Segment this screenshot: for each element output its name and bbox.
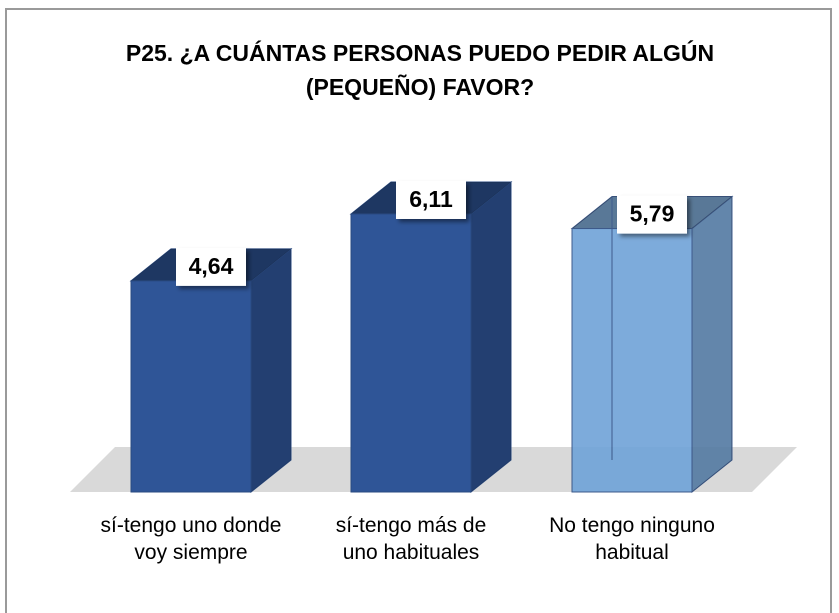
bar [129, 247, 293, 494]
bar-side-shade [692, 196, 732, 492]
bar-front [130, 280, 252, 493]
value-label: 5,79 [630, 201, 675, 227]
bar [349, 180, 513, 494]
value-label-box [176, 247, 246, 286]
chart-frame [5, 8, 832, 613]
category-label: sí-tengo más de uno habituales [335, 514, 487, 564]
value-label: 6,11 [409, 186, 453, 212]
chart-title: P25. ¿A CUÁNTAS PERSONAS PUEDO PEDIR ALG… [125, 40, 715, 100]
bar-front [571, 228, 693, 493]
value-label-box [617, 195, 687, 234]
value-label: 4,64 [189, 253, 234, 279]
value-label-box [396, 180, 466, 219]
bar-side-shade [471, 181, 511, 492]
bar [570, 195, 734, 494]
bar-side-shade [251, 248, 291, 492]
category-label: No tengo ninguno habitual [549, 514, 715, 564]
bar-front [350, 213, 472, 493]
category-label: sí-tengo uno donde voy siempre [100, 514, 282, 564]
